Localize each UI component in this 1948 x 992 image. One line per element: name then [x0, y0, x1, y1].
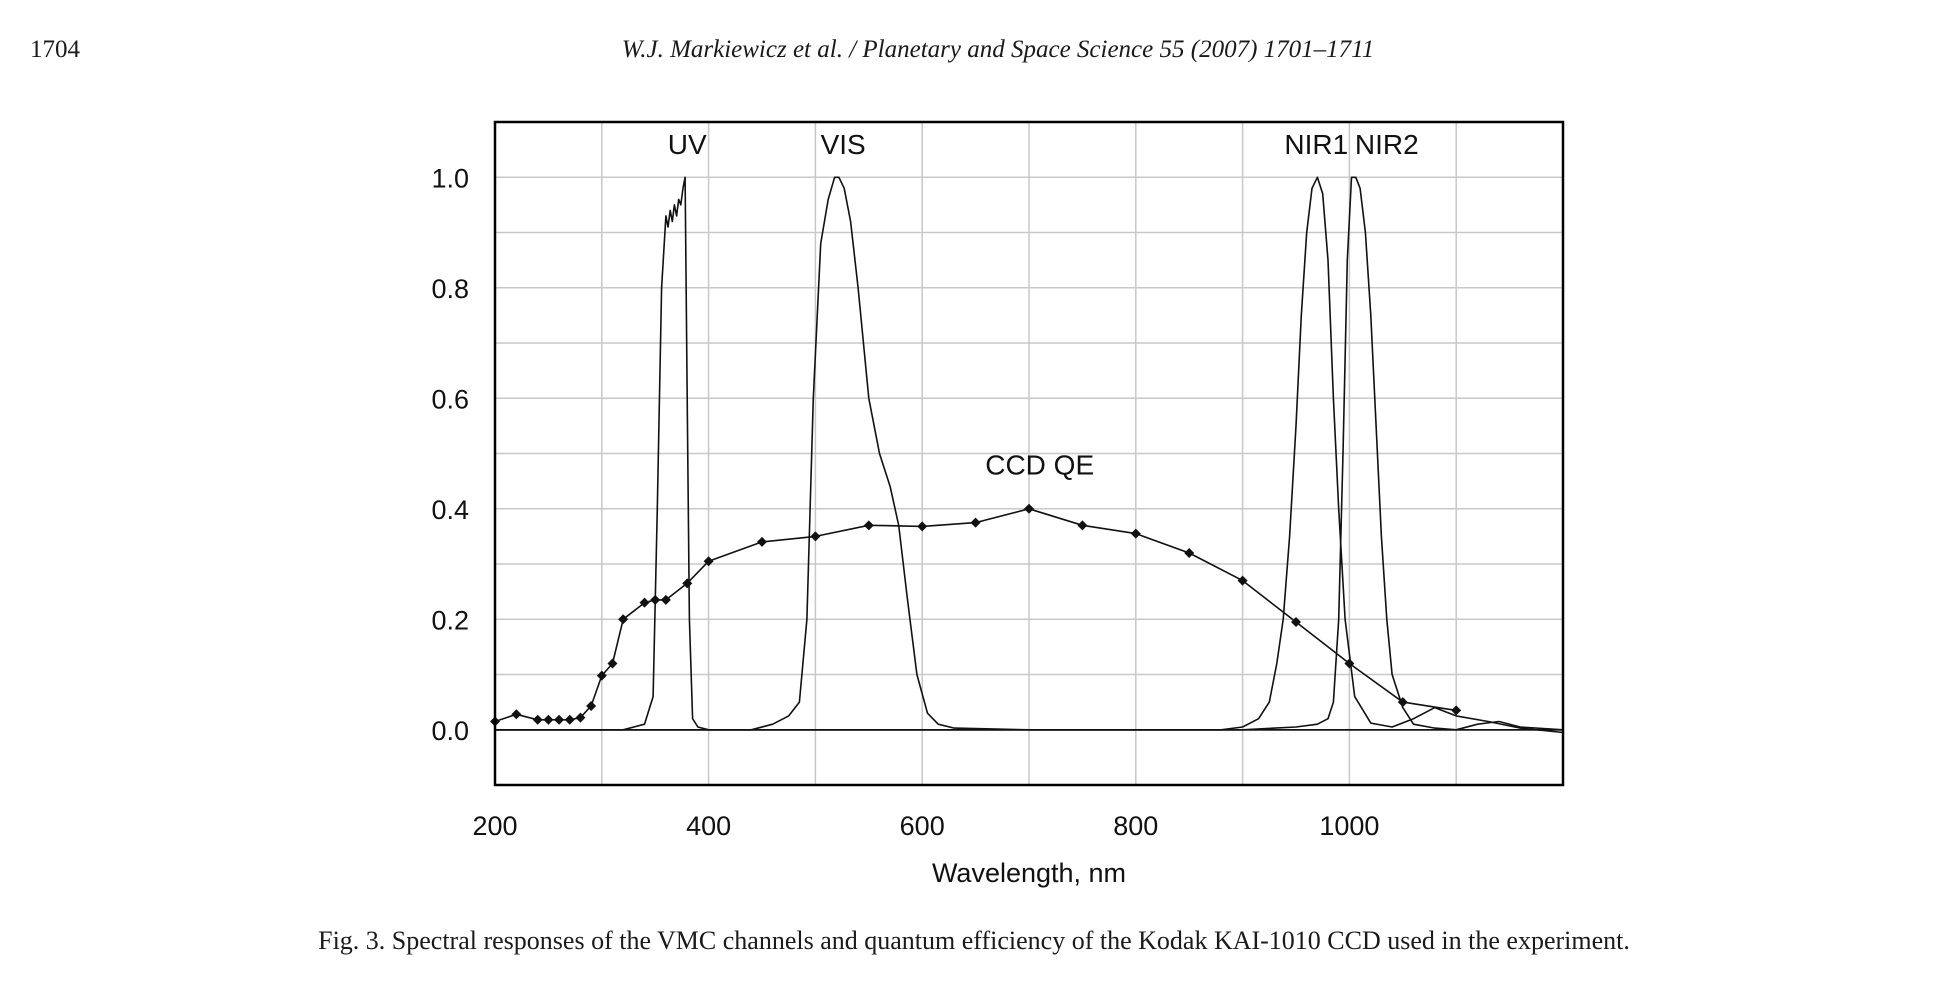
data-point-ccd-qe [1130, 528, 1141, 539]
annotations: UV VIS NIR1 NIR2 CCD QE [668, 129, 1419, 480]
data-point-ccd-qe [660, 594, 671, 605]
data-point-ccd-qe [618, 614, 629, 625]
data-point-ccd-qe [532, 714, 543, 725]
data-point-ccd-qe [639, 597, 650, 608]
qe-markers [490, 503, 1462, 727]
data-point-ccd-qe [682, 578, 693, 589]
data-point-ccd-qe [554, 714, 565, 725]
grid [495, 122, 1563, 785]
annotation-label: VIS [821, 129, 866, 160]
data-point-ccd-qe [1024, 503, 1034, 514]
data-point-ccd-qe [543, 714, 554, 725]
x-tick-label: 400 [686, 811, 731, 841]
data-point-ccd-qe [1077, 520, 1088, 531]
annotation-label: UV [668, 129, 707, 160]
y-tick-label: 0.4 [431, 495, 469, 525]
data-point-ccd-qe [564, 714, 575, 725]
series-line-nir1 [495, 176, 1564, 734]
y-tick-label: 0.8 [431, 274, 469, 304]
series-line-vis [495, 176, 1563, 731]
data-point-ccd-qe [511, 709, 522, 720]
annotation-label: NIR1 [1284, 129, 1348, 160]
x-tick-label: 1000 [1319, 811, 1379, 841]
x-tick-label: 800 [1113, 811, 1158, 841]
y-tick-label: 0.2 [431, 605, 469, 635]
x-tick-label: 200 [472, 811, 517, 841]
data-point-ccd-qe [1397, 697, 1408, 708]
data-point-ccd-qe [757, 536, 767, 547]
data-point-ccd-qe [586, 700, 597, 711]
data-point-ccd-qe [596, 670, 607, 681]
x-tick-label: 600 [900, 811, 945, 841]
data-point-ccd-qe [650, 594, 661, 605]
data-point-ccd-qe [1237, 575, 1248, 586]
data-point-ccd-qe [703, 556, 714, 567]
data-point-ccd-qe [863, 520, 874, 531]
data-point-ccd-qe [575, 712, 586, 723]
y-tick-label: 0.0 [431, 716, 469, 746]
tick-labels: 200 400 600 800 1000 0.0 0.2 0.4 0.6 0.8 1.0 [431, 163, 1379, 841]
series-lines [494, 176, 1564, 734]
plot-frame [493, 120, 1565, 787]
running-head: W.J. Markiewicz et al. / Planetary and S… [621, 36, 1375, 63]
page-number: 1704 [30, 36, 80, 63]
data-point-ccd-qe [1344, 658, 1355, 669]
data-point-ccd-qe [970, 517, 981, 528]
data-point-ccd-qe [1451, 705, 1462, 716]
data-point-ccd-qe [607, 658, 618, 669]
data-point-ccd-qe [810, 531, 821, 542]
series-line-nir2 [495, 176, 1564, 731]
annotation-label: NIR2 [1355, 129, 1419, 160]
data-point-ccd-qe [1184, 547, 1195, 558]
x-axis-title: Wavelength, nm [932, 858, 1126, 888]
y-tick-label: 0.6 [431, 384, 469, 414]
data-point-ccd-qe [1291, 617, 1301, 628]
data-point-ccd-qe [917, 521, 928, 532]
figure-caption: Fig. 3. Spectral responses of the VMC ch… [318, 926, 1630, 955]
annotation-label: CCD QE [985, 450, 1094, 481]
y-tick-label: 1.0 [431, 163, 469, 193]
